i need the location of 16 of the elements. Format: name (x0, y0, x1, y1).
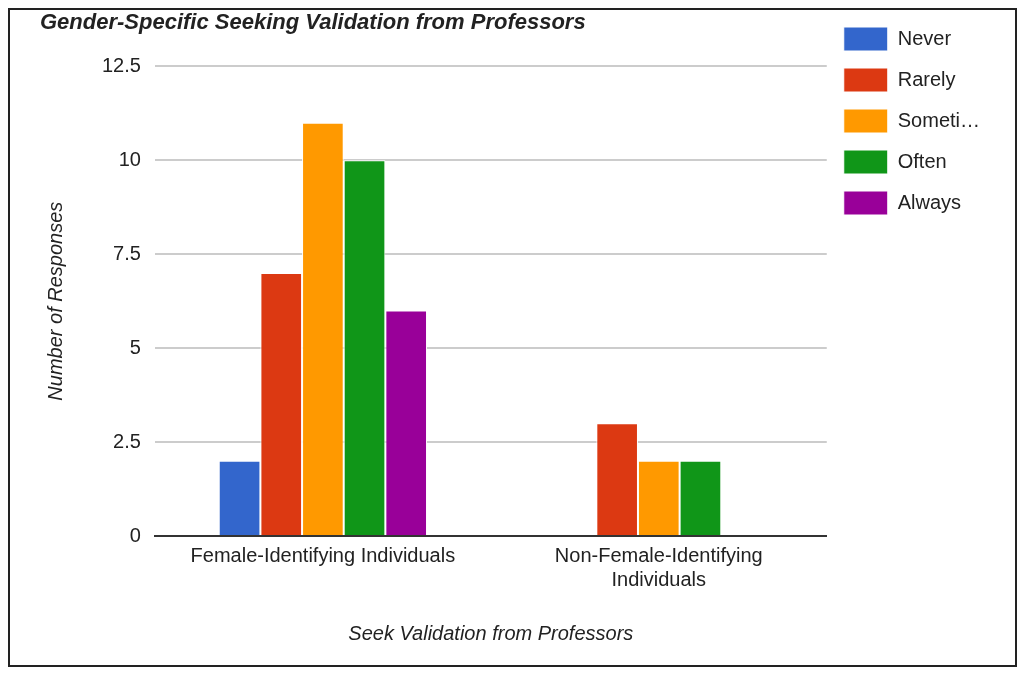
y-tick-label: 0 (129, 523, 141, 546)
x-tick-label: Female-Identifying Individuals (190, 543, 456, 566)
legend-label: Often (897, 149, 947, 172)
legend-label: Always (897, 190, 962, 213)
legend-label: Never (897, 26, 952, 49)
y-tick-label: 5 (129, 335, 141, 358)
y-tick-label: 10 (118, 147, 141, 170)
y-tick-label: 2.5 (113, 429, 141, 452)
y-axis-title: Number of Responses (43, 201, 66, 401)
y-tick-label: 12.5 (101, 53, 141, 76)
legend-label: Someti… (897, 108, 980, 131)
y-tick-label: 7.5 (113, 241, 141, 264)
legend-label: Rarely (897, 67, 956, 90)
x-tick-label: Non-Female-Identifying Individuals (554, 543, 763, 590)
chart-title: Gender-Specific Seeking Validation from Professors (40, 9, 586, 35)
x-axis-title: Seek Validation from Professors (348, 621, 634, 644)
